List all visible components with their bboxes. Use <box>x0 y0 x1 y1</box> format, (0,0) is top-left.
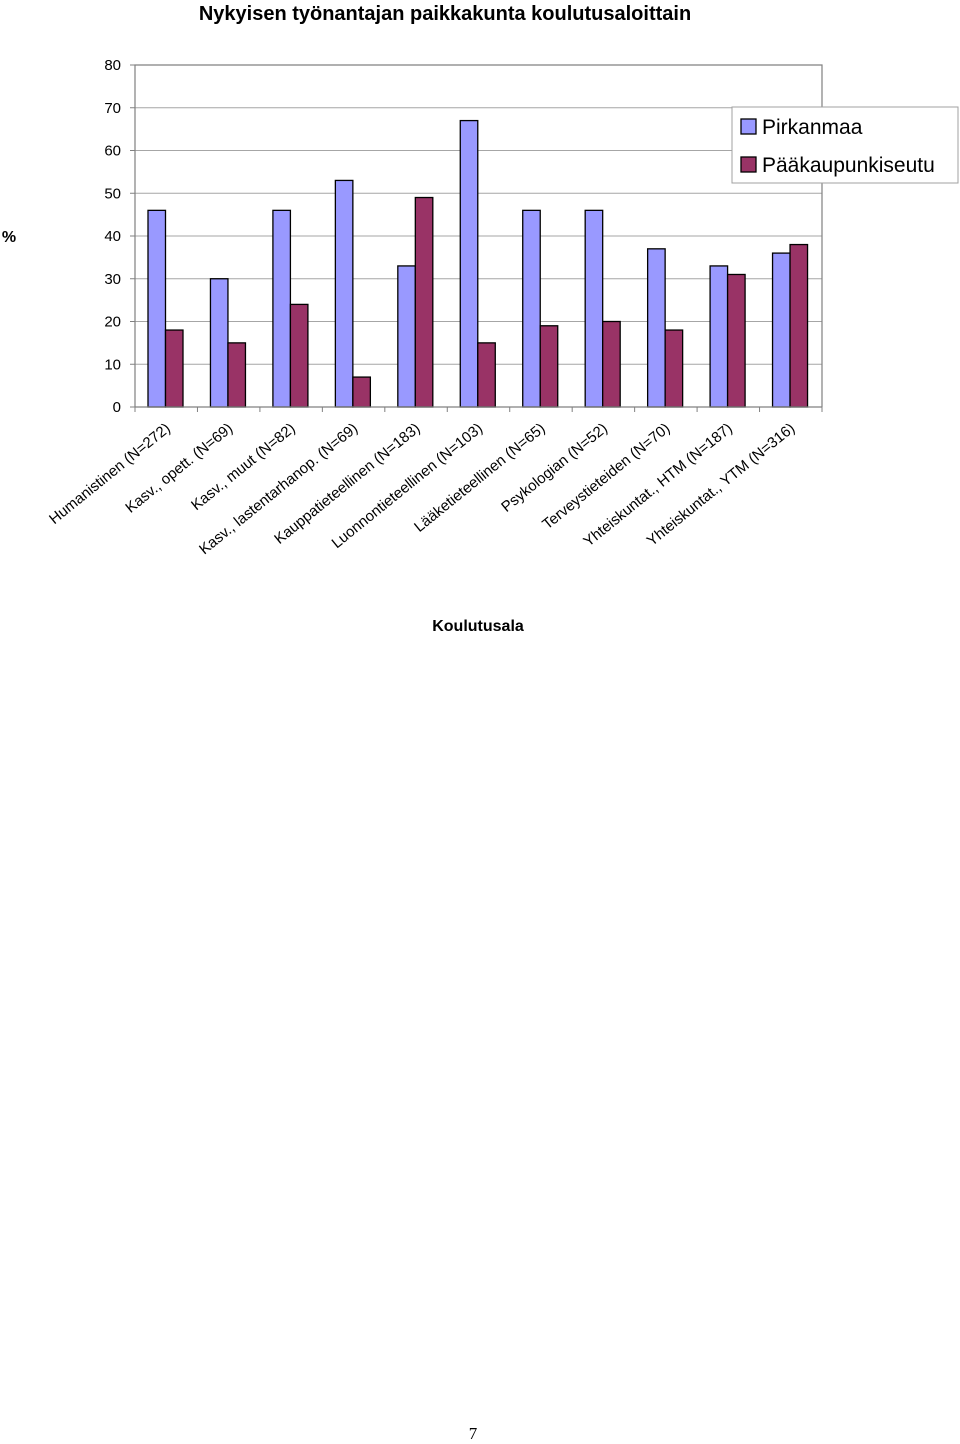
bar-paakaupunkiseutu-2 <box>289 303 309 408</box>
bar-pirkanmaa-0 <box>147 209 167 408</box>
bar-pirkanmaa-6 <box>522 209 541 408</box>
bar-paakaupunkiseutu-6 <box>539 325 559 408</box>
bar-paakaupunkiseutu-9 <box>726 273 746 408</box>
x-category-label-7: Psykologian (N=52) <box>498 420 611 516</box>
y-tick-label-5: 50 <box>104 185 121 202</box>
bar-paakaupunkiseutu-1 <box>227 342 247 408</box>
bar-paakaupunkiseutu-10 <box>789 243 809 408</box>
page-number: 7 <box>468 1424 478 1443</box>
x-category-label-2: Kasv., muut (N=82) <box>188 420 299 514</box>
bar-paakaupunkiseutu-0 <box>164 329 184 408</box>
legend-box <box>731 106 959 184</box>
y-tick-label-2: 20 <box>104 314 121 331</box>
bar-pirkanmaa-9 <box>709 265 729 408</box>
bar-pirkanmaa-3 <box>334 179 354 408</box>
bar-paakaupunkiseutu-8 <box>664 329 684 408</box>
bar-pirkanmaa-5 <box>459 119 479 408</box>
bar-pirkanmaa-4 <box>397 265 416 408</box>
y-tick-label-6: 60 <box>104 143 121 160</box>
bar-pirkanmaa-1 <box>209 278 229 408</box>
bar-paakaupunkiseutu-4 <box>414 196 434 408</box>
x-category-label-1: Kasv., opett. (N=69) <box>122 420 236 517</box>
bar-pirkanmaa-10 <box>771 252 791 408</box>
y-tick-label-4: 40 <box>104 228 121 245</box>
x-axis-title: Koulutusala <box>432 618 524 635</box>
legend-swatch-1 <box>740 156 757 173</box>
x-category-label-0: Humanistinen (N=272) <box>46 420 174 528</box>
y-tick-label-3: 30 <box>104 271 121 288</box>
y-tick-label-0: 0 <box>113 399 121 416</box>
y-tick-label-8: 80 <box>104 57 121 74</box>
y-tick-label-1: 10 <box>104 356 121 373</box>
bar-pirkanmaa-7 <box>584 209 604 408</box>
bar-pirkanmaa-8 <box>646 248 666 408</box>
legend-label-0: Pirkanmaa <box>762 116 863 139</box>
bar-paakaupunkiseutu-5 <box>477 342 496 408</box>
y-tick-label-7: 70 <box>104 100 121 117</box>
bar-paakaupunkiseutu-3 <box>352 376 372 408</box>
bar-pirkanmaa-2 <box>272 209 292 408</box>
bar-paakaupunkiseutu-7 <box>602 320 621 408</box>
legend-swatch-0 <box>740 118 757 135</box>
chart-title: Nykyisen työnantajan paikkakunta koulutu… <box>199 3 691 25</box>
y-axis-title: % <box>2 229 16 246</box>
legend-label-1: Pääkaupunkiseutu <box>762 154 935 177</box>
